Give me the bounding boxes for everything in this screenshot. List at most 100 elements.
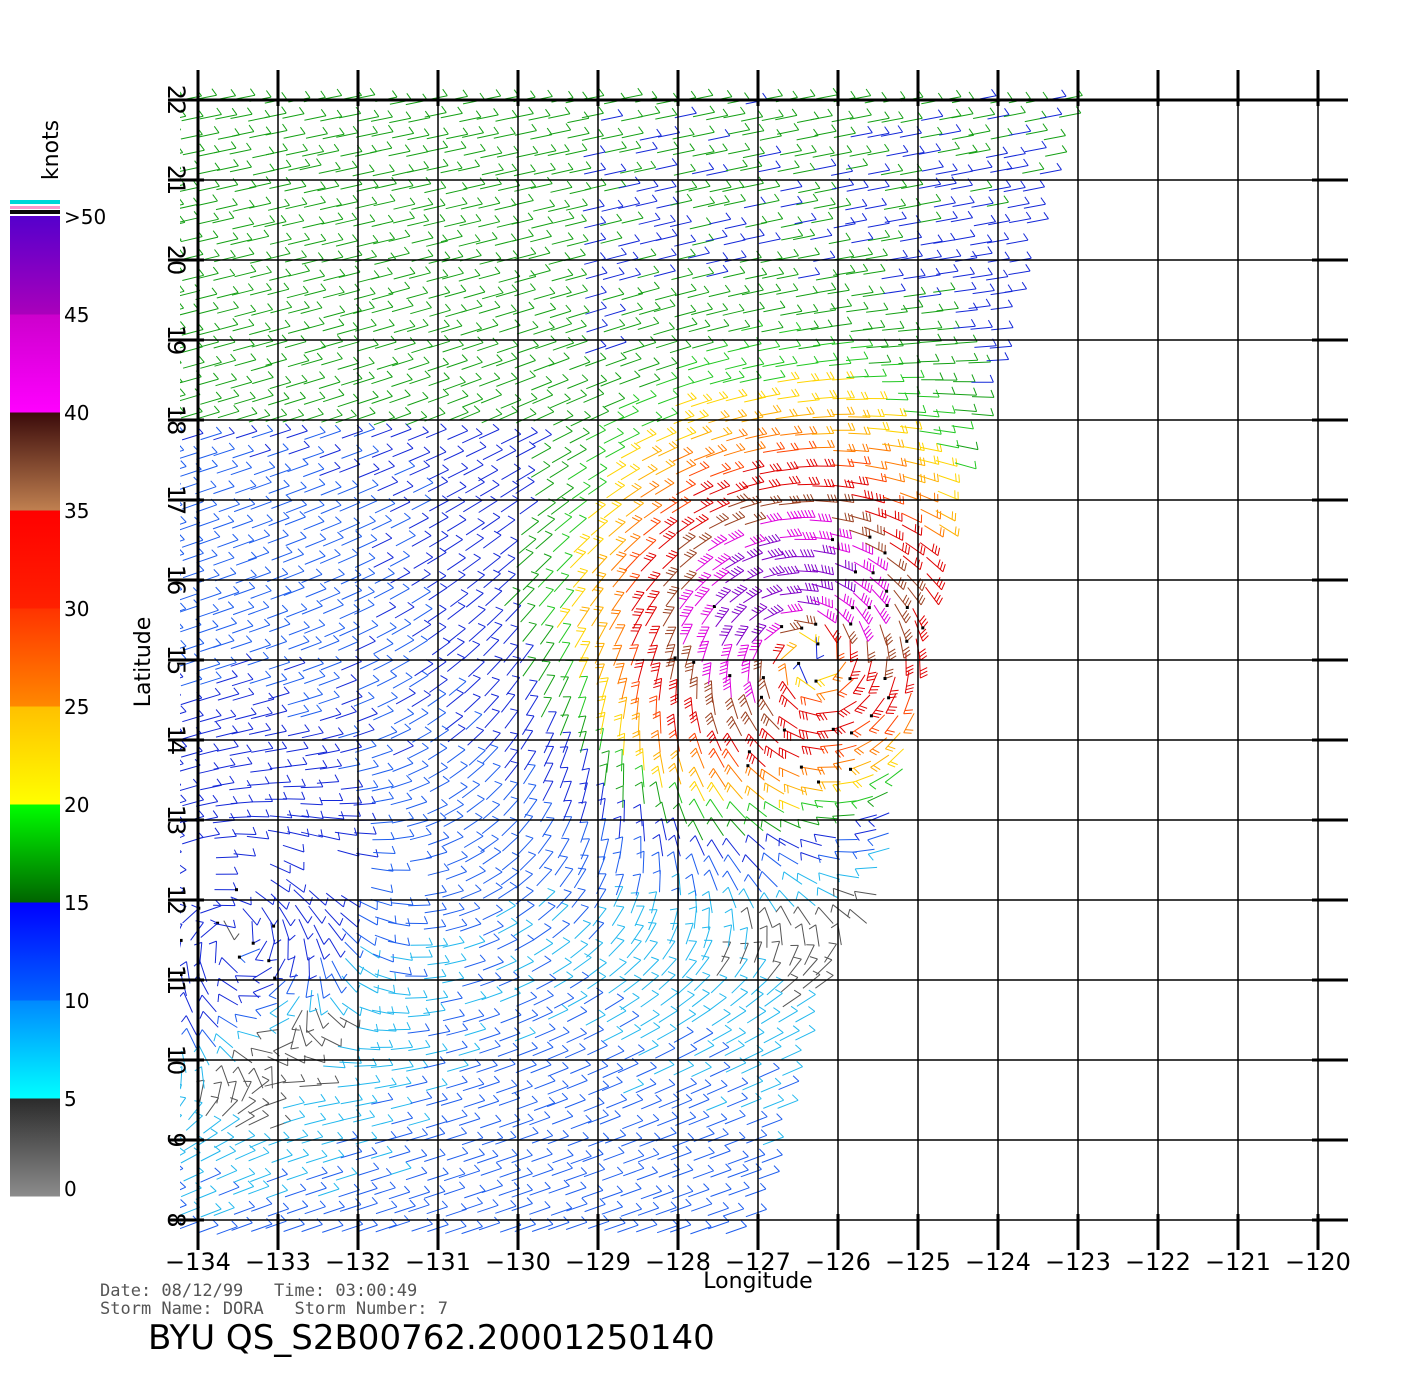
wind-barb	[744, 1154, 766, 1163]
wind-barb	[447, 557, 466, 571]
wind-barb-flag	[476, 1220, 483, 1227]
wind-barb-flag	[723, 685, 731, 691]
wind-barb-flag	[973, 352, 979, 361]
wind-barb-flag	[376, 1042, 381, 1050]
wind-barb-flag	[358, 779, 364, 788]
wind-barb-flag	[359, 950, 364, 958]
wind-barb	[898, 362, 921, 364]
wind-barb	[764, 907, 773, 929]
wind-barb	[357, 913, 378, 926]
wind-barb	[377, 697, 398, 708]
wind-barb	[601, 1191, 623, 1200]
wind-barb-flag	[319, 371, 326, 378]
wind-barb-flag	[524, 729, 533, 732]
wind-barb-flag	[580, 1006, 588, 1012]
wind-barb	[374, 1029, 397, 1032]
wind-barb-flag	[904, 597, 910, 606]
wind-barb-flag	[403, 512, 411, 519]
wind-barb-flag	[423, 619, 432, 625]
wind-barb	[679, 552, 697, 568]
wind-barb	[494, 1063, 516, 1072]
wind-barb-flag	[616, 736, 625, 741]
wind-barb	[318, 749, 340, 756]
wind-barb-flag	[566, 483, 574, 489]
wind-barb	[463, 499, 483, 513]
wind-barb-flag	[163, 548, 169, 554]
wind-barb	[672, 381, 694, 390]
wind-barb	[673, 1065, 694, 1076]
wind-barb	[638, 1045, 659, 1056]
wind-barb-flag	[370, 318, 377, 326]
wind-barb-flag	[386, 744, 393, 752]
wind-barb-flag	[494, 1039, 501, 1047]
wind-barb-flag	[797, 528, 803, 536]
wind-barb-flag	[685, 340, 692, 347]
wind-barb	[569, 551, 587, 569]
wind-barb-flag	[161, 1032, 168, 1037]
wind-barb-flag	[646, 608, 655, 611]
wind-barb-flag	[728, 533, 735, 540]
wind-barb	[483, 534, 502, 549]
wind-barb-flag	[262, 1146, 270, 1154]
wind-barb-flag	[545, 586, 554, 591]
wind-barb-flag	[701, 890, 710, 897]
wind-barb	[427, 626, 447, 641]
wind-barb	[303, 521, 325, 531]
wind-barb	[444, 804, 464, 816]
wind-barb-flag	[719, 993, 727, 998]
wind-barb	[852, 774, 874, 783]
wind-barb-flag	[475, 589, 484, 594]
wind-barb	[779, 837, 800, 849]
wind-barb-flag	[738, 888, 745, 896]
wind-barb-flag	[321, 1038, 326, 1047]
wind-barb	[284, 662, 306, 671]
wind-barb-flag	[157, 849, 164, 853]
wind-barb-flag	[706, 781, 712, 790]
wind-barb-flag	[372, 445, 379, 452]
wind-barb	[284, 1189, 307, 1198]
wind-barb-flag	[775, 905, 782, 913]
wind-barb-flag	[233, 404, 240, 412]
wind-barb-flag	[405, 1005, 410, 1014]
wind-barb-flag	[423, 990, 428, 998]
wind-barb-flag	[615, 520, 623, 525]
wind-barb	[758, 346, 780, 352]
wind-barb-flag	[760, 1129, 768, 1136]
wind-barb	[655, 781, 661, 804]
wind-barb	[356, 765, 379, 773]
rain-flag	[854, 570, 857, 574]
wind-barb-flag	[325, 973, 333, 980]
wind-barb-flag	[214, 687, 221, 695]
wind-barb	[335, 711, 357, 720]
wind-barb	[608, 521, 626, 537]
wind-barb	[484, 679, 500, 697]
wind-barb	[356, 1026, 379, 1033]
wind-barb	[341, 696, 363, 705]
wind-barb-flag	[545, 938, 554, 944]
wind-barb-flag	[778, 681, 783, 689]
wind-barb-flag	[884, 595, 889, 604]
wind-barb-flag	[402, 583, 410, 590]
wind-barb-flag	[703, 869, 710, 876]
wind-barb	[355, 520, 376, 531]
wind-barb-flag	[180, 1096, 186, 1099]
wind-barb-flag	[526, 1149, 533, 1156]
wind-barb	[552, 923, 571, 939]
wind-barb-flag	[902, 594, 908, 603]
wind-barb-flag	[714, 537, 722, 544]
wind-barb-flag	[180, 1136, 182, 1139]
wind-barb-flag	[812, 425, 818, 434]
wind-barb-flag	[780, 369, 786, 378]
wind-barb	[251, 1203, 273, 1212]
wind-barb-flag	[797, 425, 803, 433]
wind-barb	[638, 1153, 660, 1163]
wind-barb	[837, 873, 859, 879]
wind-barb	[180, 1221, 199, 1230]
wind-barb-flag	[232, 829, 237, 837]
wind-barb-flag	[850, 651, 858, 656]
wind-barb-flag	[796, 495, 802, 503]
wind-barb-flag	[562, 920, 570, 925]
wind-barb-flag	[723, 854, 729, 862]
wind-barb	[559, 767, 569, 789]
